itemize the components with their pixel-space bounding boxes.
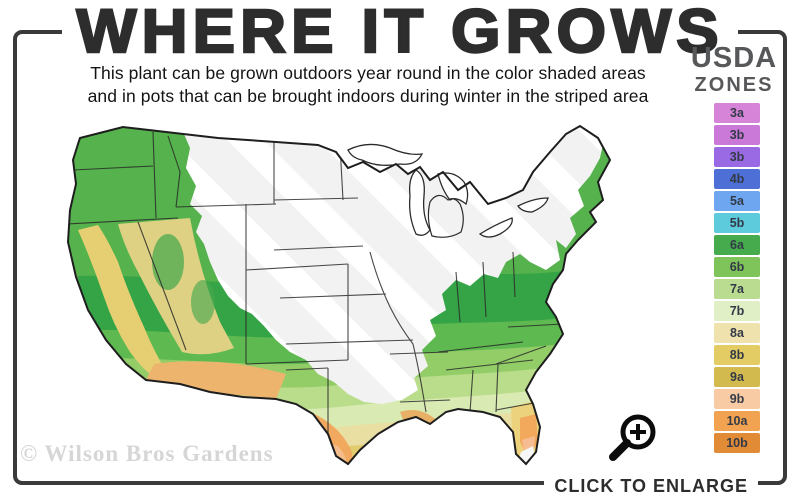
zone-chip-label: 5a bbox=[730, 194, 744, 208]
zone-chip-label: 6b bbox=[729, 260, 745, 274]
zone-chip-6a: 6a bbox=[714, 235, 760, 255]
zone-chip-3b: 3b bbox=[714, 125, 760, 145]
zone-chip-6b: 6b bbox=[714, 257, 760, 277]
zone-chip-label: 4b bbox=[729, 172, 745, 186]
zone-chip-label: 7a bbox=[730, 282, 744, 296]
subtitle: This plant can be grown outdoors year ro… bbox=[0, 62, 736, 109]
zone-chip-3a: 3a bbox=[714, 103, 760, 123]
watermark: © Wilson Bros Gardens bbox=[20, 441, 274, 466]
zone-chip-10b: 10b bbox=[714, 433, 760, 453]
zone-chip-7a: 7a bbox=[714, 279, 760, 299]
usda-zones-legend-title: USDA ZONES bbox=[680, 44, 788, 97]
magnifier-plus-icon[interactable] bbox=[600, 408, 662, 470]
zone-chip-8a: 8a bbox=[714, 323, 760, 343]
zone-chip-label: 10a bbox=[726, 414, 748, 428]
usa-zones-map[interactable] bbox=[18, 112, 663, 474]
click-to-enlarge-label[interactable]: CLICK TO ENLARGE bbox=[544, 476, 758, 497]
subtitle-line-2: and in pots that can be brought indoors … bbox=[87, 86, 649, 107]
subtitle-line-1: This plant can be grown outdoors year ro… bbox=[90, 63, 646, 83]
zone-chip-7b: 7b bbox=[714, 301, 760, 321]
zone-color-scale: 3a 3b 3b 4b 5a 5b 6a 6b 7a 7b 8a 8b 9a 9b 10a 10b bbox=[714, 103, 760, 455]
zone-chip-label: 5b bbox=[729, 216, 745, 230]
zone-chip-label: 7b bbox=[729, 304, 745, 318]
header: WHERE IT GROWS bbox=[0, 0, 800, 63]
page-title: WHERE IT GROWS bbox=[61, 0, 739, 63]
zone-chip-label: 9a bbox=[730, 370, 744, 384]
legend-title-zones: ZONES bbox=[694, 74, 774, 96]
zone-chip-label: 8b bbox=[729, 348, 745, 362]
zone-chip-label: 8a bbox=[730, 326, 744, 340]
zone-chip-label: 3a bbox=[730, 106, 744, 120]
zone-chip-4b: 4b bbox=[714, 169, 760, 189]
zone-chip-8b: 8b bbox=[714, 345, 760, 365]
zone-chip-label: 3b bbox=[729, 128, 745, 142]
zone-chip-9b: 9b bbox=[714, 389, 760, 409]
legend-title-usda: USDA bbox=[690, 42, 778, 74]
zone-chip-label: 6a bbox=[730, 238, 744, 252]
zone-chip-5b: 5b bbox=[714, 213, 760, 233]
zone-chip-9a: 9a bbox=[714, 367, 760, 387]
zone-chip-label: 3b bbox=[729, 150, 745, 164]
zone-chip-label: 9b bbox=[729, 392, 745, 406]
zone-chip-5a: 5a bbox=[714, 191, 760, 211]
usa-map-svg bbox=[66, 124, 612, 466]
zone-chip-3b: 3b bbox=[714, 147, 760, 167]
zone-chip-label: 10b bbox=[726, 436, 748, 450]
zone-chip-10a: 10a bbox=[714, 411, 760, 431]
